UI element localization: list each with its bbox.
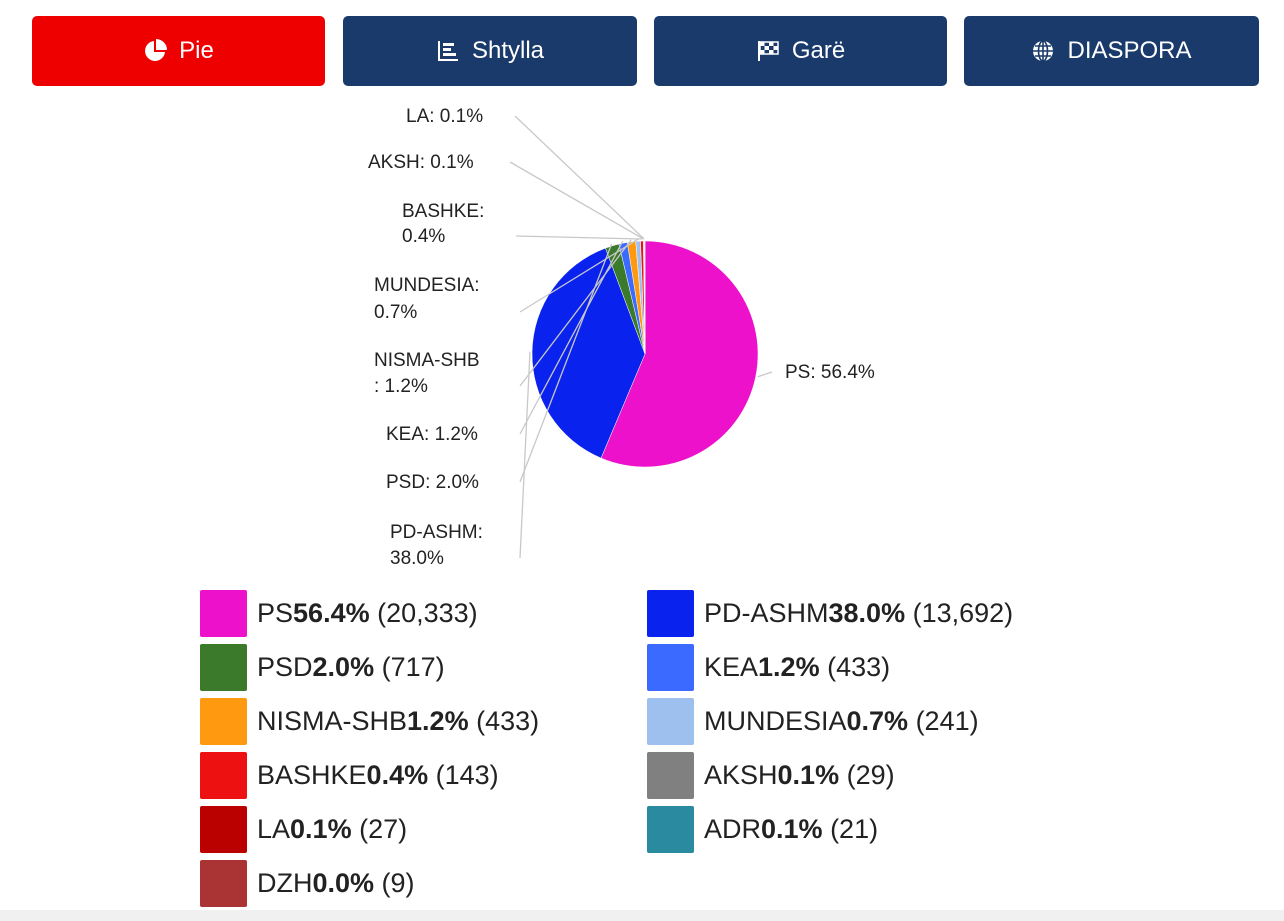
tab-shtylla-label: Shtylla xyxy=(471,37,545,64)
legend-swatch xyxy=(200,643,247,691)
legend-percent: 0.4% xyxy=(366,759,429,790)
legend-name: MUNDESIA xyxy=(704,705,847,736)
legend-percent: 0.0% xyxy=(312,867,375,898)
legend-count: (717) xyxy=(374,651,445,682)
slice-label-bashke: 0.4% xyxy=(402,226,445,247)
legend-count: (13,692) xyxy=(905,597,1014,628)
legend-swatch xyxy=(647,751,694,799)
tab-pie-label: Pie xyxy=(179,37,214,64)
leader-line-la xyxy=(514,115,645,240)
legend-item-pd-ashm[interactable]: PD-ASHM 38.0% (13,692) xyxy=(647,586,1094,640)
chart-legend: PS 56.4% (20,333) PD-ASHM 38.0% (13,692) P… xyxy=(200,586,1160,907)
legend-name: NISMA-SHB xyxy=(257,705,408,736)
slice-label-kea: KEA: 1.2% xyxy=(386,424,478,445)
legend-count: (27) xyxy=(351,813,408,844)
leader-line-mundesia xyxy=(519,238,639,313)
legend-name: PSD xyxy=(257,651,313,682)
pie-slice-pd-ashm[interactable] xyxy=(531,247,646,459)
pie-chart-icon xyxy=(143,39,168,63)
legend-count: (241) xyxy=(908,705,979,736)
slice-label-aksh: AKSH: 0.1% xyxy=(368,152,474,173)
legend-item-psd[interactable]: PSD 2.0% (717) xyxy=(200,640,647,694)
legend-name: PS xyxy=(257,597,294,628)
slice-label-psd: PSD: 2.0% xyxy=(386,472,479,493)
legend-name: ADR xyxy=(704,813,762,844)
legend-name: DZH xyxy=(257,867,313,898)
legend-item-la[interactable]: LA 0.1% (27) xyxy=(200,802,647,856)
legend-swatch xyxy=(200,589,247,637)
legend-item-aksh[interactable]: AKSH 0.1% (29) xyxy=(647,748,1094,802)
legend-percent: 56.4% xyxy=(293,597,370,628)
legend-name: AKSH xyxy=(704,759,778,790)
chart-type-tabs: Pie Shtylla Garë DIASPORA xyxy=(32,16,1260,86)
legend-swatch xyxy=(647,589,694,637)
legend-percent: 1.2% xyxy=(758,651,820,682)
legend-count: (9) xyxy=(374,867,415,898)
legend-item-mundesia[interactable]: MUNDESIA 0.7% (241) xyxy=(647,694,1094,748)
legend-name: KEA xyxy=(704,651,759,682)
legend-count: (21) xyxy=(822,813,879,844)
legend-name: LA xyxy=(257,813,291,844)
legend-count: (143) xyxy=(428,759,499,790)
legend-name: BASHKE xyxy=(257,759,367,790)
tab-gare-label: Garë xyxy=(791,37,846,64)
legend-swatch xyxy=(647,697,694,745)
legend-swatch xyxy=(647,643,694,691)
tab-diaspora[interactable]: DIASPORA xyxy=(964,16,1259,86)
legend-percent: 0.7% xyxy=(846,705,909,736)
tab-gare[interactable]: Garë xyxy=(654,16,947,86)
legend-swatch xyxy=(200,751,247,799)
slice-label-nisma-shb: : 1.2% xyxy=(374,376,428,397)
legend-percent: 0.1% xyxy=(777,759,840,790)
pie-chart-area: PS: 56.4% PD-ASHM: 38.0% PSD: 2.0% KEA: 1.2%… xyxy=(0,108,1284,578)
pie-chart: PS: 56.4% PD-ASHM: 38.0% PSD: 2.0% KEA: 1.2%… xyxy=(368,108,875,569)
slice-label-mundesia: 0.7% xyxy=(374,302,417,323)
legend-swatch xyxy=(647,805,694,853)
slice-label-bashke: BASHKE: xyxy=(402,201,484,222)
slice-label-la: LA: 0.1% xyxy=(406,108,483,127)
legend-percent: 2.0% xyxy=(312,651,375,682)
legend-swatch xyxy=(200,859,247,907)
leader-line-psd xyxy=(519,243,613,483)
leader-line-aksh xyxy=(509,161,644,240)
legend-count: (20,333) xyxy=(369,597,478,628)
legend-percent: 0.1% xyxy=(290,813,352,844)
legend-percent: 0.1% xyxy=(761,813,823,844)
legend-item-kea[interactable]: KEA 1.2% (433) xyxy=(647,640,1094,694)
slice-label-ps: PS: 56.4% xyxy=(785,362,875,383)
tab-diaspora-label: DIASPORA xyxy=(1067,37,1192,64)
legend-count: (29) xyxy=(839,759,895,790)
legend-swatch xyxy=(200,697,247,745)
slice-label-pd-ashm: 38.0% xyxy=(390,548,444,569)
bottom-scroll-strip xyxy=(0,910,1284,921)
checkered-flag-icon xyxy=(756,39,780,63)
leader-line-ps xyxy=(757,371,773,378)
slice-label-mundesia: MUNDESIA: xyxy=(374,275,480,296)
leader-line-bashke xyxy=(515,235,642,240)
legend-item-ps[interactable]: PS 56.4% (20,333) xyxy=(200,586,647,640)
legend-percent: 1.2% xyxy=(407,705,469,736)
tab-pie[interactable]: Pie xyxy=(32,16,325,86)
legend-item-nisma-shb[interactable]: NISMA-SHB 1.2% (433) xyxy=(200,694,647,748)
slice-label-nisma-shb: NISMA-SHB xyxy=(374,350,480,371)
bar-chart-icon xyxy=(436,39,460,63)
pie-slice-ps[interactable] xyxy=(600,240,759,468)
slice-label-pd-ashm: PD-ASHM: xyxy=(390,522,483,543)
leader-line-nisma-shb xyxy=(519,239,632,387)
legend-item-adr[interactable]: ADR 0.1% (21) xyxy=(647,802,1094,856)
leader-line-pd-ashm xyxy=(519,351,531,559)
legend-swatch xyxy=(200,805,247,853)
legend-percent: 38.0% xyxy=(828,597,906,628)
legend-item-dzh[interactable]: DZH 0.0% (9) xyxy=(200,856,647,910)
globe-icon xyxy=(1031,39,1055,63)
legend-count: (433) xyxy=(819,651,891,682)
legend-count: (433) xyxy=(468,705,540,736)
tab-shtylla[interactable]: Shtylla xyxy=(343,16,637,86)
legend-name: PD-ASHM xyxy=(704,597,829,628)
legend-item-bashke[interactable]: BASHKE 0.4% (143) xyxy=(200,748,647,802)
